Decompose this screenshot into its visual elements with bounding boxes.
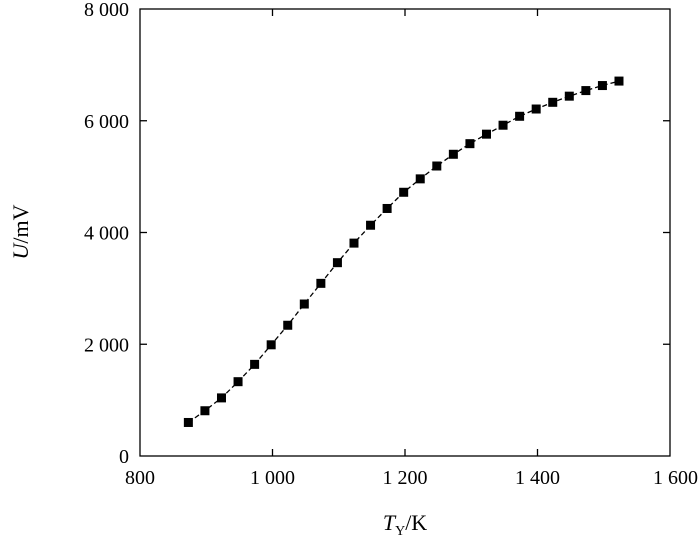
x-axis: 800 1 000 1 200 1 400 1 600	[125, 9, 698, 489]
data-point	[316, 278, 326, 288]
y-tick-label: 2 000	[84, 334, 129, 356]
data-point	[216, 393, 226, 403]
y-tick-label: 0	[119, 446, 129, 468]
data-point	[581, 86, 591, 96]
series-markers	[183, 76, 624, 427]
data-point	[448, 149, 458, 159]
data-point	[266, 340, 276, 350]
data-point	[366, 220, 376, 230]
x-axis-var: T	[383, 510, 397, 535]
x-tick-label: 1 000	[250, 467, 295, 489]
data-point	[614, 76, 624, 86]
data-point	[564, 91, 574, 101]
data-point	[250, 359, 260, 369]
data-point	[283, 320, 293, 330]
y-axis-unit: /mV	[8, 204, 33, 243]
data-point	[332, 258, 342, 268]
y-tick-label: 8 000	[84, 0, 129, 21]
data-point	[382, 203, 392, 213]
y-axis-title: U/mV	[8, 204, 33, 259]
data-point	[399, 187, 409, 197]
data-point	[498, 120, 508, 130]
data-point	[233, 377, 243, 387]
series-line	[188, 80, 620, 424]
data-point	[432, 161, 442, 171]
x-tick-label: 800	[125, 467, 155, 489]
data-point	[597, 81, 607, 91]
x-tick-label: 1 200	[383, 467, 428, 489]
x-axis-unit: /K	[405, 510, 427, 535]
data-point	[548, 97, 558, 107]
data-point	[349, 238, 359, 248]
data-point	[465, 139, 475, 149]
data-point	[531, 104, 541, 114]
x-tick-label: 1 400	[515, 467, 560, 489]
x-axis-title: TY/K	[383, 510, 427, 539]
y-tick-label: 6 000	[84, 111, 129, 133]
y-axis-var: U	[8, 242, 33, 260]
data-point	[415, 174, 425, 184]
plot-frame	[139, 8, 671, 457]
data-point	[200, 406, 210, 416]
x-axis-sub: Y	[395, 524, 405, 539]
y-axis: 0 2 000 4 000 6 000 8 000	[84, 0, 670, 468]
data-point	[183, 417, 193, 427]
data-point	[299, 299, 309, 309]
data-point	[515, 111, 525, 121]
y-tick-label: 4 000	[84, 223, 129, 245]
data-point	[481, 129, 491, 139]
x-tick-label: 1 600	[653, 467, 698, 489]
